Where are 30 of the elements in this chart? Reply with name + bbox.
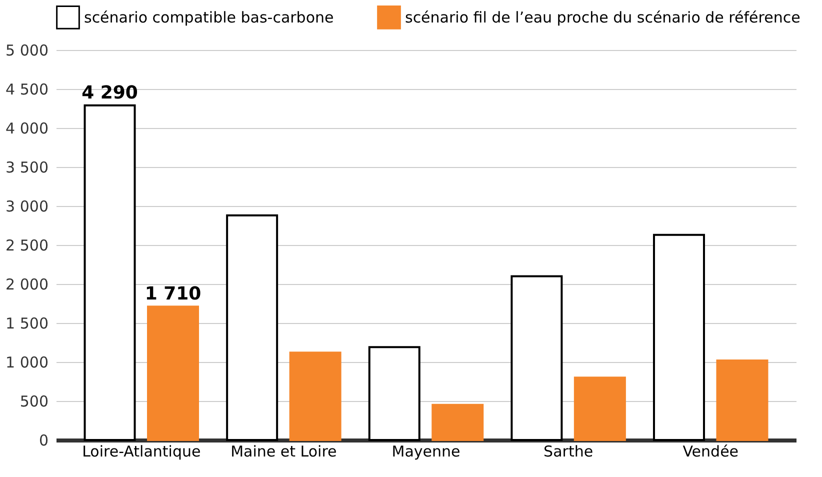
bar [510,275,563,441]
y-tick-label: 3 000 [6,198,48,216]
legend-label: scénario fil de l’eau proche du scénario de référence [405,8,800,26]
legend-label: scénario compatible bas-carbone [84,8,334,26]
y-tick-label: 3 500 [6,158,48,176]
x-tick-label: Sarthe [544,442,594,460]
bar [652,234,705,441]
y-tick-label: 1 500 [6,314,48,332]
y-tick-label: 4 500 [6,80,48,98]
bar [716,359,768,441]
x-tick-label: Loire-Atlantique [82,442,201,460]
y-tick-label: 1 000 [6,354,48,372]
data-label: 4 290 [82,82,138,104]
y-tick-label: 0 [38,432,48,450]
y-tick-label: 2 000 [6,276,48,294]
bar [574,376,626,441]
y-tick-label: 4 000 [6,120,48,138]
bar [226,214,278,441]
bar [289,352,342,441]
y-tick-label: 5 000 [6,42,48,60]
bar [368,346,420,441]
x-tick-label: Vendée [682,442,739,460]
bar [147,306,200,441]
bar [84,104,136,441]
y-tick-label: 2 500 [6,236,48,254]
bar [432,404,484,441]
x-tick-label: Maine et Loire [230,442,337,460]
y-tick-label: 500 [20,392,48,410]
data-label: 1 710 [144,284,202,305]
x-tick-label: Mayenne [392,442,460,460]
